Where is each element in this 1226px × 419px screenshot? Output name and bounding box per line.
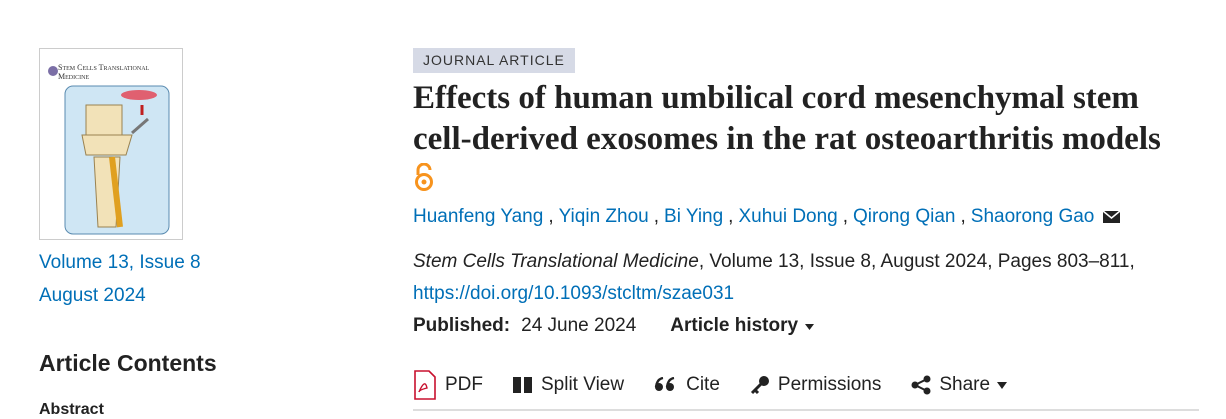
author-link[interactable]: Qirong Qian: [853, 206, 956, 227]
author-separator: ,: [842, 206, 849, 227]
journal-cover[interactable]: Stem Cells Translational Medicine: [39, 48, 183, 240]
pdf-icon: [414, 370, 436, 400]
citation: Stem Cells Translational Medicine, Volum…: [413, 251, 1135, 273]
cover-title: Stem Cells Translational Medicine: [58, 63, 150, 81]
share-button[interactable]: Share: [911, 374, 1017, 396]
cite-icon: [654, 377, 675, 391]
published-label: Published:: [413, 315, 511, 336]
email-icon[interactable]: [1102, 209, 1122, 225]
cover-illustration: [64, 85, 170, 235]
author-link[interactable]: Shaorong Gao: [970, 206, 1095, 227]
published-row: Published: 24 June 2024 Article history: [413, 315, 817, 337]
article-title-block: Effects of human umbilical cord mesenchy…: [413, 78, 1188, 201]
cite-label: Cite: [686, 374, 720, 395]
split-view-label: Split View: [541, 374, 625, 395]
author-separator: ,: [728, 206, 734, 227]
cite-button[interactable]: Cite: [654, 374, 720, 396]
author-list: Huanfeng Yang, Yiqin Zhou, Bi Ying, Xuhui D…: [413, 206, 1122, 228]
author-link[interactable]: Bi Ying: [664, 206, 724, 227]
pdf-label: PDF: [445, 374, 483, 395]
issue-link[interactable]: Volume 13, Issue 8: [39, 252, 201, 273]
journal-name: Stem Cells Translational Medicine: [413, 251, 699, 272]
article-title: Effects of human umbilical cord mesenchy…: [413, 80, 1161, 157]
author-link[interactable]: Xuhui Dong: [738, 206, 838, 227]
article-type-badge: JOURNAL ARTICLE: [413, 48, 575, 73]
key-icon: [750, 376, 769, 395]
author-link[interactable]: Huanfeng Yang: [413, 206, 544, 227]
permissions-label: Permissions: [777, 374, 882, 395]
toolbar: PDF Split View Cite Permissions Share: [413, 370, 1047, 400]
author-separator: ,: [548, 206, 554, 227]
author-separator: ,: [960, 206, 966, 227]
dropdown-caret: [997, 382, 1008, 389]
citation-details: , Volume 13, Issue 8, August 2024, Pages…: [698, 251, 1135, 272]
published-date: 24 June 2024: [521, 315, 637, 336]
permissions-button[interactable]: Permissions: [750, 374, 881, 396]
author-separator: ,: [653, 206, 660, 227]
split-view-icon: [513, 377, 532, 393]
cover-logo: [48, 66, 58, 76]
article-history-toggle[interactable]: Article history: [670, 315, 799, 336]
share-label: Share: [939, 374, 991, 395]
dropdown-caret: [805, 324, 815, 330]
doi-link[interactable]: https://doi.org/10.1093/stcltm/szae031: [413, 283, 735, 304]
split-view-button[interactable]: Split View: [513, 374, 624, 396]
share-icon: [911, 375, 931, 395]
contents-item[interactable]: Abstract: [39, 401, 104, 418]
author-link[interactable]: Yiqin Zhou: [558, 206, 649, 227]
pdf-button[interactable]: PDF: [413, 370, 483, 400]
issue-date-link[interactable]: August 2024: [39, 285, 146, 306]
contents-heading: Article Contents: [39, 350, 217, 376]
open-access-icon: [415, 162, 433, 191]
toolbar-divider: [413, 409, 1199, 411]
